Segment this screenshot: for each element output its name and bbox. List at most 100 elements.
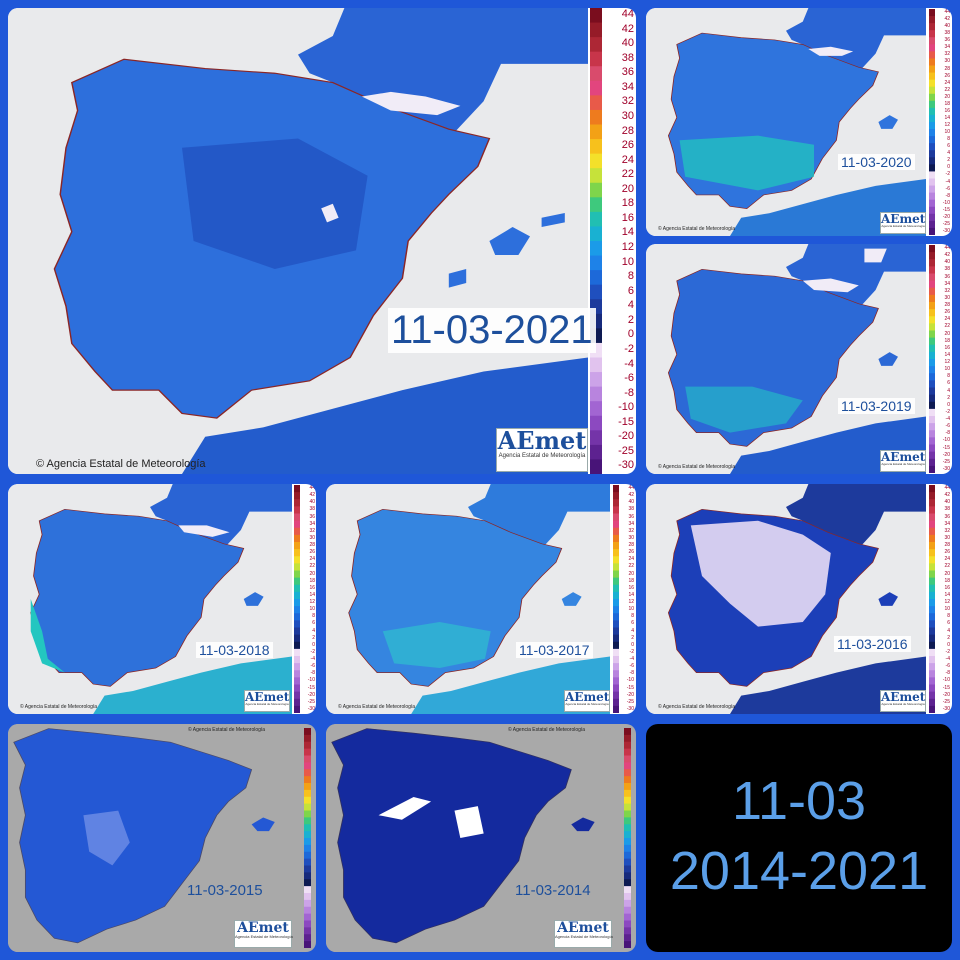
- aemet-logo: AEmet Agencia Estatal de Meteorología: [880, 690, 926, 712]
- legend-swatch: [624, 941, 631, 948]
- legend-tick-label: -25: [618, 444, 634, 457]
- legend-swatch: [929, 199, 935, 208]
- map-panel-2016: 44 42 40 38 36 34 32 30 28 26 24 22 20 18 16 14 12 10 8 6 4 2…: [646, 484, 952, 714]
- legend-tick-label: 44: [628, 485, 634, 491]
- copyright-text: © Agencia Estatal de Meteorología: [658, 226, 736, 232]
- legend-tick-label: -15: [626, 684, 634, 691]
- legend-tick-label: 32: [621, 95, 634, 108]
- legend-tick-label: 14: [944, 591, 950, 598]
- snow-pyrenees: [361, 91, 461, 116]
- legend-swatch: [294, 648, 300, 657]
- legend-swatch: [624, 728, 631, 736]
- legend-tick-label: 8: [947, 373, 950, 380]
- legend-swatch: [304, 851, 311, 860]
- legend-swatch: [613, 641, 619, 650]
- legend-tick-label: -30: [307, 705, 315, 712]
- legend-tick-label: 6: [947, 380, 950, 387]
- legend-tick-label: 42: [944, 492, 950, 499]
- legend-tick-label: -20: [626, 691, 634, 698]
- legend-swatch: [304, 927, 311, 935]
- legend-swatch: [590, 415, 602, 431]
- south-region: [679, 135, 814, 191]
- legend-tick-label: -6: [629, 663, 634, 670]
- north-africa: [93, 656, 292, 714]
- legend-tick-label: 34: [309, 520, 315, 527]
- legend-tick-label: 40: [628, 499, 634, 506]
- legend-swatch: [294, 656, 300, 664]
- temperature-legend: [929, 245, 935, 473]
- copyright-text: © Agencia Estatal de Meteorología: [20, 704, 98, 710]
- legend-tick-label: 22: [621, 168, 634, 181]
- map-panel-2018: 44 42 40 38 36 34 32 30 28 26 24 22 20 18 16 14 12 10 8 6 4 2…: [8, 484, 316, 714]
- legend-swatch: [613, 599, 619, 607]
- legend-swatch: [929, 192, 935, 201]
- legend-swatch: [590, 182, 602, 198]
- legend-swatch: [613, 613, 619, 621]
- legend-swatch: [929, 65, 935, 74]
- legend-swatch: [929, 252, 935, 260]
- legend-swatch: [590, 357, 602, 373]
- legend-swatch: [624, 934, 631, 942]
- legend-swatch: [929, 245, 935, 253]
- aemet-logo: AEmet Agencia Estatal de Meteorología: [880, 450, 926, 472]
- legend-swatch: [929, 698, 935, 707]
- legend-swatch: [624, 817, 631, 825]
- legend-swatch: [304, 824, 311, 832]
- legend-tick-label: -20: [942, 213, 950, 220]
- legend-swatch: [294, 591, 300, 600]
- legend-tick-label: 14: [621, 226, 634, 239]
- legend-tick-label: 28: [628, 542, 634, 548]
- legend-swatch: [294, 705, 300, 713]
- legend-tick-label: -10: [942, 437, 950, 444]
- legend-swatch: [929, 171, 935, 179]
- legend-tick-label: -30: [618, 459, 634, 472]
- legend-swatch: [294, 663, 300, 671]
- legend-swatch: [590, 22, 602, 38]
- legend-swatch: [590, 139, 602, 155]
- legend-swatch: [304, 755, 311, 763]
- legend-tick-label: -4: [945, 178, 950, 185]
- temperature-legend: [929, 9, 935, 235]
- date-label: 11-03-2015: [187, 882, 263, 899]
- legend-tick-label: 16: [628, 584, 634, 591]
- legend-tick-label: 28: [944, 65, 950, 72]
- legend-tick-label: 42: [944, 16, 950, 23]
- legend-swatch: [590, 241, 602, 257]
- legend-tick-label: -6: [310, 663, 315, 670]
- legend-swatch: [613, 577, 619, 586]
- legend-swatch: [929, 527, 935, 536]
- legend-swatch: [613, 542, 619, 550]
- legend-tick-label: -2: [945, 408, 950, 415]
- legend-swatch: [590, 372, 602, 388]
- legend-tick-label: 38: [944, 506, 950, 513]
- legend-tick-label: 4: [312, 627, 315, 634]
- legend-tick-label: -8: [945, 430, 950, 437]
- snow-central: [321, 203, 339, 223]
- legend-swatch: [304, 762, 311, 770]
- legend-tick-label: -2: [624, 342, 634, 355]
- legend-swatch: [929, 570, 935, 579]
- legend-swatch: [929, 114, 935, 123]
- legend-tick-label: 2: [947, 394, 950, 401]
- legend-swatch: [613, 591, 619, 600]
- ibiza: [448, 268, 467, 288]
- legend-tick-label: 36: [944, 513, 950, 520]
- legend-swatch: [929, 492, 935, 500]
- legend-swatch: [613, 485, 619, 493]
- legend-swatch: [929, 648, 935, 657]
- legend-swatch: [929, 408, 935, 417]
- legend-swatch: [613, 499, 619, 507]
- legend-tick-label: 22: [944, 86, 950, 93]
- legend-swatch: [929, 458, 935, 467]
- legend-swatch: [624, 913, 631, 922]
- legend-swatch: [929, 691, 935, 700]
- legend-tick-label: 30: [628, 534, 634, 541]
- legend-tick-label: -8: [945, 192, 950, 199]
- legend-swatch: [929, 178, 935, 187]
- legend-swatch: [294, 584, 300, 593]
- mallorca: [243, 592, 264, 606]
- copyright-text: © Agencia Estatal de Meteorología: [658, 464, 736, 470]
- legend-swatch: [929, 542, 935, 550]
- legend-swatch: [613, 527, 619, 536]
- legend-swatch: [294, 677, 300, 686]
